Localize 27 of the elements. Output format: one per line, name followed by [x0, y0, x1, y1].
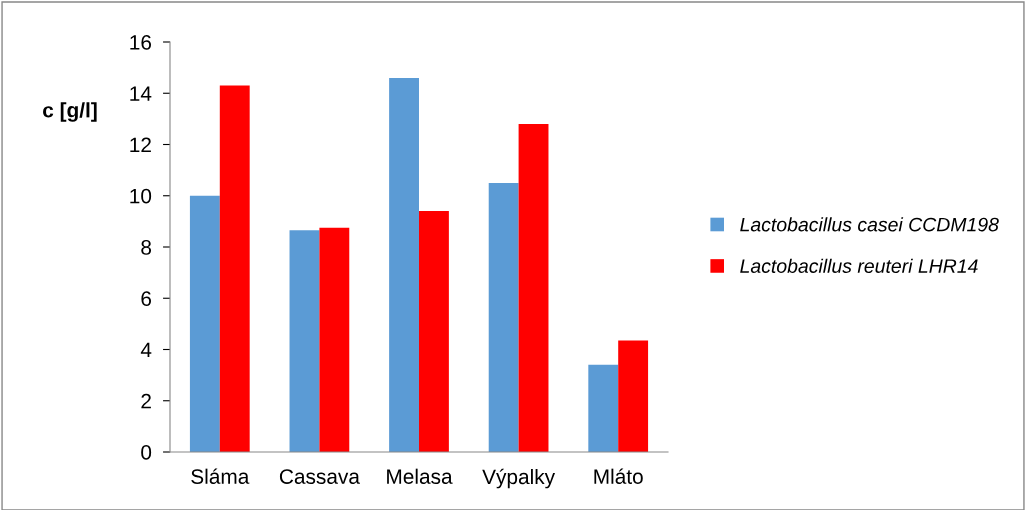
bar	[189, 195, 220, 452]
y-tick-label: 10	[130, 188, 152, 204]
y-tick-label: 6	[141, 291, 152, 306]
bar	[588, 364, 619, 452]
x-tick-label: Mláto	[594, 468, 643, 484]
bar	[488, 182, 519, 452]
x-tick-label: Cassava	[279, 469, 360, 484]
bar	[289, 230, 320, 452]
bar	[319, 227, 350, 452]
y-tick-label: 14	[130, 86, 152, 101]
bar	[389, 77, 419, 452]
legend-label: Lactobacillus casei CCDM198	[740, 217, 999, 232]
bar	[419, 211, 449, 452]
y-tick-label: 0	[141, 445, 152, 460]
x-tick-label: Melasa	[387, 468, 453, 484]
x-tick-label: Výpalky	[482, 468, 556, 489]
x-tick-label: Sláma	[191, 468, 250, 484]
y-tick-label: 4	[140, 342, 152, 358]
legend-label: Lactobacillus reuteri LHR14	[740, 258, 978, 273]
y-tick-label: 12	[130, 137, 151, 153]
y-tick-label: 8	[141, 240, 152, 255]
bar	[518, 124, 549, 452]
bar	[219, 85, 250, 452]
y-tick-label: 16	[130, 35, 152, 50]
y-axis-title: c [g/l]	[43, 102, 97, 122]
y-tick-label: 2	[141, 393, 151, 409]
bar	[618, 340, 649, 452]
